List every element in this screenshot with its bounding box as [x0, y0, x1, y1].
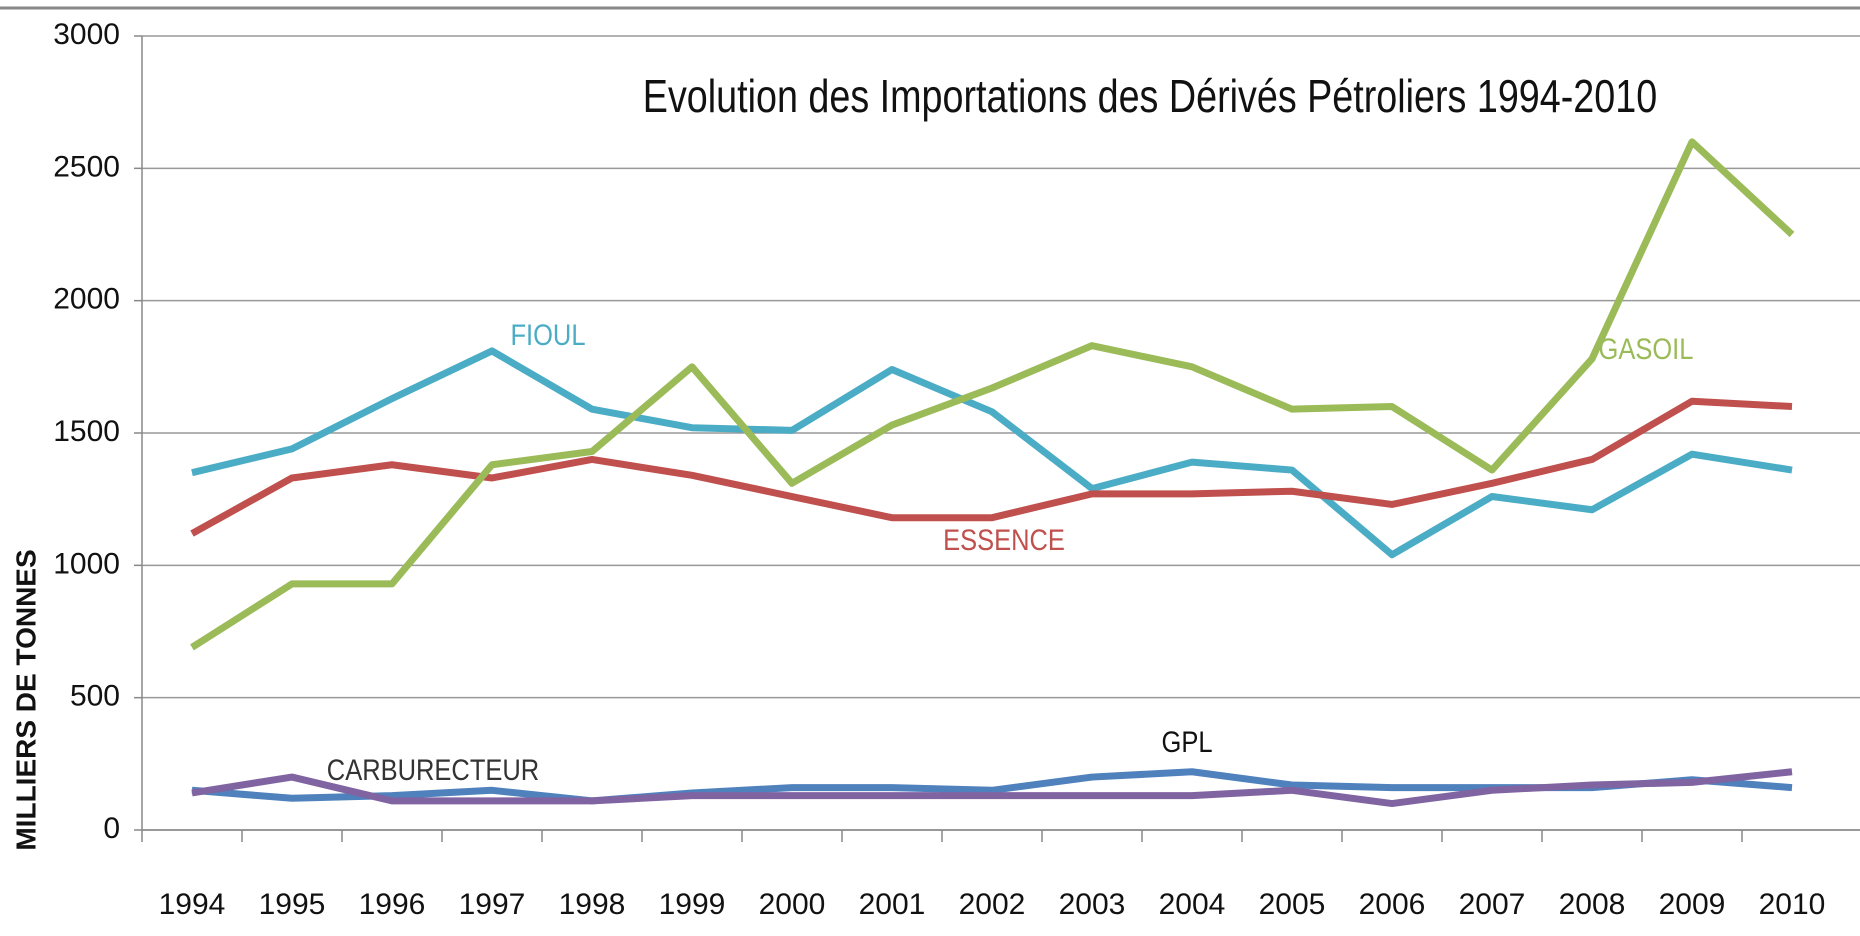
x-tick-label: 1995 [259, 888, 326, 921]
x-tick-label: 1996 [359, 888, 426, 921]
x-tick-label: 2007 [1459, 888, 1526, 921]
x-tick-label: 1998 [559, 888, 626, 921]
series-label: GPL [1161, 725, 1212, 758]
series-line [191, 768, 1793, 808]
chart-title: Evolution des Importations des Dérivés P… [643, 71, 1657, 122]
y-tick-label: 1500 [53, 415, 120, 448]
series-label: ESSENCE [943, 523, 1065, 556]
x-tick-label: 2009 [1659, 888, 1726, 921]
y-tick-label: 2000 [53, 283, 120, 316]
y-tick-label: 1000 [53, 547, 120, 580]
series-label: FIOUL [510, 318, 585, 351]
series-label: GASOIL [1599, 332, 1694, 365]
x-tick-label: 1994 [159, 888, 226, 921]
x-tick-label: 2001 [859, 888, 926, 921]
series-line [190, 397, 1793, 537]
series-line [190, 138, 1795, 651]
x-tick-label: 2003 [1059, 888, 1126, 921]
y-tick-label: 500 [70, 680, 120, 713]
y-axis-label: MILLIERS DE TONNES [10, 549, 41, 850]
x-tick-label: 2000 [759, 888, 826, 921]
x-tick-label: 2008 [1559, 888, 1626, 921]
series-label: CARBURECTEUR [327, 753, 539, 786]
series-line [191, 347, 1793, 559]
x-tick-label: 2005 [1259, 888, 1326, 921]
x-tick-label: 2004 [1159, 888, 1226, 921]
x-tick-label: 1999 [659, 888, 726, 921]
y-tick-label: 0 [103, 812, 120, 845]
x-tick-label: 2006 [1359, 888, 1426, 921]
x-tick-label: 2010 [1759, 888, 1826, 921]
x-tick-label: 2002 [959, 888, 1026, 921]
y-tick-label: 3000 [53, 18, 120, 51]
x-tick-label: 1997 [459, 888, 526, 921]
y-tick-label: 2500 [53, 150, 120, 183]
